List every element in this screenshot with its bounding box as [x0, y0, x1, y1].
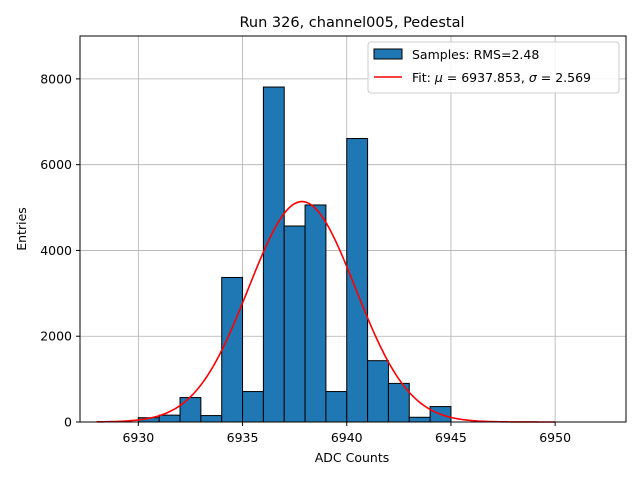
histogram-bar — [304, 204, 327, 423]
histogram-bar — [346, 138, 369, 423]
x-axis-ticks: 6930 6935 6940 6945 6950 — [122, 422, 571, 445]
y-tick-label: 2000 — [40, 329, 72, 344]
y-axis-ticks: 0 2000 4000 6000 8000 — [40, 71, 80, 430]
y-tick-label: 0 — [64, 415, 72, 430]
y-tick-label: 6000 — [40, 157, 72, 172]
y-tick-label: 8000 — [40, 71, 72, 86]
y-tick-label: 4000 — [40, 243, 72, 258]
legend-fit-label: Fit: μ = 6937.853, σ = 2.569 — [412, 70, 591, 85]
x-tick-label: 6950 — [539, 430, 571, 445]
x-tick-label: 6930 — [122, 430, 154, 445]
histogram-bar — [221, 276, 244, 423]
histogram-bar — [367, 360, 389, 423]
x-tick-label: 6940 — [331, 430, 363, 445]
histogram-bar — [262, 86, 285, 423]
histogram-bar — [408, 416, 431, 423]
chart-title: Run 326, channel005, Pedestal — [239, 15, 464, 31]
legend: Samples: RMS=2.48 Fit: μ = 6937.853, σ =… — [367, 41, 620, 94]
histogram-bar — [158, 414, 181, 423]
x-tick-label: 6945 — [435, 430, 467, 445]
legend-histogram-swatch — [373, 48, 403, 60]
histogram-bar — [179, 397, 202, 423]
x-tick-label: 6935 — [227, 430, 259, 445]
fit-curve — [96, 200, 556, 423]
legend-histogram-label: Samples: RMS=2.48 — [412, 47, 539, 62]
histogram-bar — [242, 391, 264, 423]
legend-box — [367, 41, 620, 94]
y-axis-label: Entries — [14, 207, 29, 251]
histogram-bars — [137, 86, 452, 423]
x-axis-label: ADC Counts — [315, 450, 390, 465]
histogram-bar — [200, 415, 223, 423]
histogram-bar — [325, 391, 348, 423]
plot-frame — [79, 35, 627, 423]
histogram-bar — [283, 225, 306, 423]
